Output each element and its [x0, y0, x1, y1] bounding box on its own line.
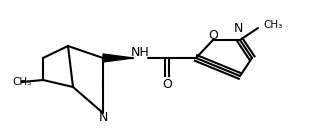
Text: N: N	[233, 22, 243, 35]
Text: CH₃: CH₃	[263, 20, 282, 30]
Text: N: N	[98, 111, 108, 124]
Text: O: O	[162, 78, 172, 91]
Polygon shape	[103, 54, 133, 62]
Text: O: O	[208, 29, 218, 42]
Text: CH₃: CH₃	[12, 77, 31, 87]
Text: NH: NH	[131, 46, 149, 59]
